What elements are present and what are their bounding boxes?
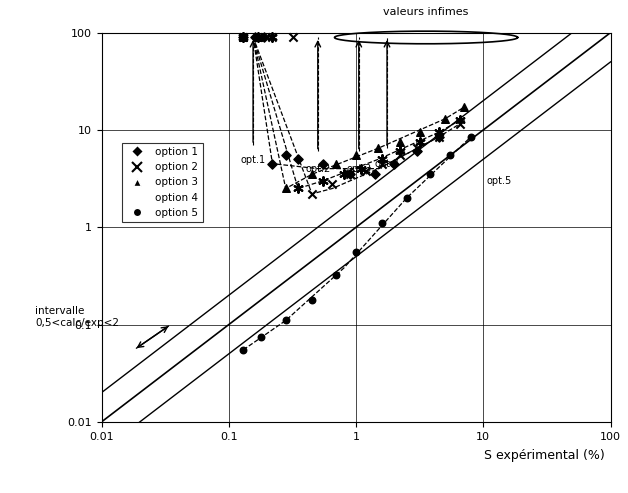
Text: intervalle
0,5<calc/exp<2: intervalle 0,5<calc/exp<2 — [35, 306, 119, 327]
Text: opt.3: opt.3 — [346, 164, 371, 174]
Point — [415, 128, 425, 136]
Point — [412, 147, 422, 155]
Point — [332, 160, 342, 168]
Point — [327, 180, 337, 188]
Point — [356, 165, 366, 173]
Point — [389, 160, 399, 168]
Point — [318, 160, 328, 168]
Point — [415, 138, 425, 146]
Point — [394, 151, 404, 159]
Point — [466, 133, 476, 141]
Point — [238, 33, 248, 41]
Text: opt.4: opt.4 — [374, 159, 399, 169]
Point — [268, 160, 278, 168]
Point — [361, 167, 371, 175]
Point — [351, 151, 361, 159]
Text: opt.1: opt.1 — [241, 155, 266, 165]
Point — [374, 144, 384, 152]
Point — [345, 171, 355, 178]
Point — [253, 33, 263, 41]
Point — [281, 151, 291, 159]
Point — [412, 144, 422, 152]
Point — [440, 115, 450, 123]
Point — [318, 177, 328, 185]
Point — [338, 171, 349, 178]
Point — [351, 248, 361, 256]
Point — [256, 333, 266, 341]
Text: valeurs infimes: valeurs infimes — [383, 6, 468, 17]
Point — [377, 155, 387, 163]
Point — [281, 184, 291, 192]
Point — [402, 194, 412, 202]
Point — [377, 219, 387, 227]
Point — [445, 151, 455, 159]
Point — [425, 171, 435, 178]
Point — [434, 128, 444, 136]
Point — [293, 155, 303, 163]
Point — [250, 33, 260, 41]
Point — [394, 147, 404, 155]
Legend: option 1, option 2, option 3, option 4, option 5: option 1, option 2, option 3, option 4, … — [122, 143, 203, 222]
Point — [455, 120, 465, 128]
Text: opt.2: opt.2 — [305, 164, 330, 174]
Point — [345, 171, 355, 178]
Point — [288, 33, 298, 41]
Point — [253, 33, 263, 41]
Point — [253, 33, 263, 41]
Point — [268, 33, 278, 41]
Point — [238, 33, 248, 41]
Point — [307, 171, 317, 178]
Point — [238, 33, 248, 41]
Point — [307, 190, 317, 198]
Point — [394, 138, 404, 146]
Point — [238, 33, 248, 41]
Point — [370, 171, 380, 178]
Point — [293, 184, 303, 192]
X-axis label: S expérimental (%): S expérimental (%) — [484, 449, 605, 462]
Point — [377, 160, 387, 168]
Point — [268, 33, 278, 41]
Point — [259, 33, 269, 41]
Point — [332, 272, 342, 280]
Point — [307, 296, 317, 304]
Point — [434, 133, 444, 141]
Point — [238, 346, 248, 354]
Point — [281, 317, 291, 324]
Point — [434, 133, 444, 141]
Text: opt.5: opt.5 — [486, 176, 511, 186]
Point — [455, 116, 465, 124]
Point — [458, 104, 468, 111]
